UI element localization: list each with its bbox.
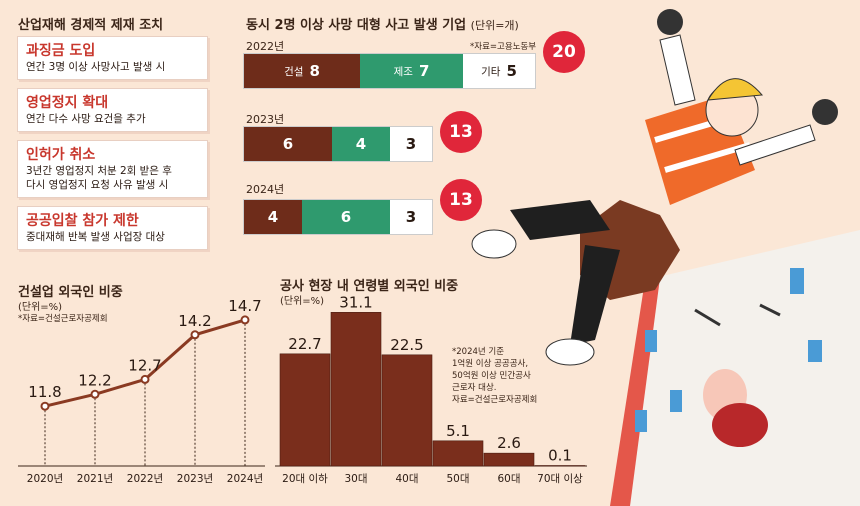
window bbox=[670, 390, 682, 412]
x-tick-label: 40대 bbox=[395, 473, 418, 485]
window bbox=[645, 330, 657, 352]
data-label: 22.5 bbox=[390, 336, 423, 354]
x-tick-label: 20대 이하 bbox=[282, 472, 328, 485]
year-label: 2024년 bbox=[246, 183, 285, 196]
measure-title: 공공입찰 참가 제한 bbox=[26, 213, 139, 229]
window bbox=[790, 268, 804, 294]
data-label: 14.7 bbox=[228, 297, 261, 315]
measure-desc: 다시 영업정지 요청 사유 발생 시 bbox=[26, 179, 169, 191]
segment-construction: 4 bbox=[244, 200, 302, 234]
worker-shoe bbox=[471, 229, 517, 259]
bar bbox=[432, 440, 484, 467]
accident-bar-2022: 건설 8 제조 7 기타 5 bbox=[243, 53, 536, 89]
x-tick-label: 60대 bbox=[497, 473, 520, 485]
total-badge-2023: 13 bbox=[440, 111, 482, 153]
worker-shoe bbox=[545, 338, 595, 366]
line-chart-unit: (단위=%) bbox=[18, 302, 63, 313]
data-label: 5.1 bbox=[446, 422, 470, 440]
window bbox=[808, 340, 822, 362]
line-chart-title: 건설업 외국인 비중 bbox=[18, 285, 123, 300]
measure-desc: 연간 다수 사망 요건을 추가 bbox=[26, 113, 146, 125]
bar-chart-unit: (단위=%) bbox=[280, 296, 325, 307]
measure-card-license-revocation: 인허가 취소 3년간 영업정지 처분 2회 받은 후 다시 영업정지 요청 사유… bbox=[17, 140, 208, 198]
bar bbox=[381, 354, 433, 467]
year-label: 2023년 bbox=[246, 113, 285, 126]
year-label: 2022년 bbox=[246, 40, 285, 53]
x-tick-label: 2023년 bbox=[177, 473, 213, 485]
measure-title: 인허가 취소 bbox=[26, 147, 96, 163]
worker-leg bbox=[570, 245, 620, 345]
total-badge-2024: 13 bbox=[440, 179, 482, 221]
line-chart-source: *자료=건설근로자공제회 bbox=[18, 314, 108, 324]
worker-leg bbox=[510, 200, 610, 240]
segment-manufacturing: 6 bbox=[302, 200, 390, 234]
segment-construction: 건설 8 bbox=[244, 54, 360, 88]
x-tick-label: 50대 bbox=[446, 473, 469, 485]
foreign-share-line-chart: 11.8 2020년 12.2 2021년 12.7 2022년 14.2 2023년 14.7… bbox=[18, 297, 265, 485]
bar bbox=[279, 353, 331, 467]
measures-title: 산업재해 경제적 제재 조치 bbox=[18, 18, 164, 33]
accidents-source: *자료=고용노동부 bbox=[470, 42, 537, 52]
measure-title: 과징금 도입 bbox=[26, 43, 96, 59]
segment-other: 기타 5 bbox=[463, 54, 535, 88]
measure-desc: 3년간 영업정지 처분 2회 받은 후 bbox=[26, 165, 172, 177]
data-label: 31.1 bbox=[339, 293, 372, 311]
data-point bbox=[40, 401, 50, 411]
segment-manufacturing: 제조 7 bbox=[360, 54, 463, 88]
data-label: 2.6 bbox=[497, 434, 521, 452]
data-point bbox=[90, 389, 100, 399]
segment-other: 3 bbox=[390, 127, 432, 161]
segment-construction: 6 bbox=[244, 127, 332, 161]
accident-bar-2024: 4 6 3 bbox=[243, 199, 433, 235]
age-share-bar-chart: 22.7 20대 이하 31.1 30대 22.5 40대 5.1 50대 2.6 60대 0.1 7… bbox=[275, 293, 587, 485]
measure-title: 영업정지 확대 bbox=[26, 95, 109, 111]
measure-card-penalty: 과징금 도입 연간 3명 이상 사망사고 발생 시 bbox=[17, 36, 208, 80]
accident-bar-2023: 6 4 3 bbox=[243, 126, 433, 162]
building-shape bbox=[610, 230, 860, 506]
data-point bbox=[240, 315, 250, 325]
x-tick-label: 70대 이상 bbox=[537, 473, 583, 485]
x-tick-label: 2020년 bbox=[27, 473, 63, 485]
worker-glove bbox=[812, 99, 838, 125]
segment-manufacturing: 4 bbox=[332, 127, 390, 161]
data-label: 12.7 bbox=[128, 356, 161, 374]
bar bbox=[330, 312, 382, 467]
x-tick-label: 30대 bbox=[344, 473, 367, 485]
measure-desc: 중대재해 반복 발생 사업장 대상 bbox=[26, 231, 165, 243]
data-point bbox=[140, 374, 150, 384]
window bbox=[635, 410, 647, 432]
accidents-title: 동시 2명 이상 사망 대형 사고 발생 기업 (단위=개) bbox=[246, 18, 519, 33]
bar-chart-title: 공사 현장 내 연령별 외국인 비중 bbox=[280, 279, 459, 294]
worker-arm bbox=[734, 124, 816, 166]
data-label: 22.7 bbox=[288, 335, 321, 353]
worker-glove bbox=[657, 9, 683, 35]
measure-desc: 연간 3명 이상 사망사고 발생 시 bbox=[26, 61, 166, 73]
x-tick-label: 2024년 bbox=[227, 473, 263, 485]
data-label: 12.2 bbox=[78, 371, 111, 389]
segment-other: 3 bbox=[390, 200, 432, 234]
data-label: 0.1 bbox=[548, 447, 572, 465]
x-tick-label: 2021년 bbox=[77, 473, 113, 485]
data-point bbox=[190, 330, 200, 340]
measure-card-suspension: 영업정지 확대 연간 다수 사망 요건을 추가 bbox=[17, 88, 208, 132]
total-badge-2022: 20 bbox=[543, 31, 585, 73]
face-mouth bbox=[712, 403, 768, 447]
x-tick-label: 2022년 bbox=[127, 473, 163, 485]
falling-worker-illustration bbox=[471, 9, 860, 506]
bar-chart-note: *2024년 기준 1억원 이상 공공공사, 50억원 이상 민간공사 근로자 … bbox=[452, 347, 538, 405]
data-label: 14.2 bbox=[178, 312, 211, 330]
bar bbox=[483, 452, 535, 467]
data-label: 11.8 bbox=[28, 383, 61, 401]
worker-arm bbox=[659, 34, 696, 106]
measure-card-bid-restriction: 공공입찰 참가 제한 중대재해 반복 발생 사업장 대상 bbox=[17, 206, 208, 250]
hard-hat-icon bbox=[707, 78, 764, 101]
